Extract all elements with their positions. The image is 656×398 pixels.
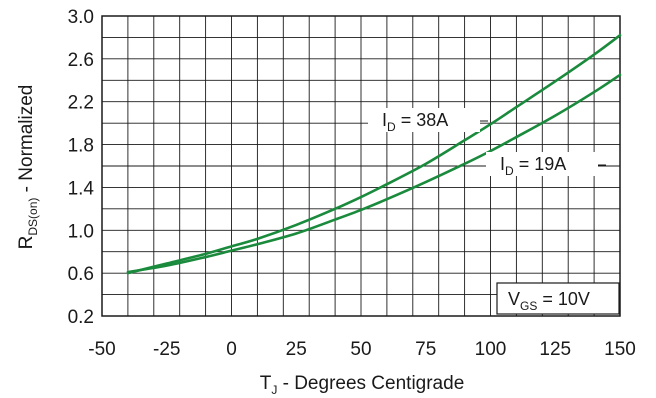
- plot-frame: [101, 15, 621, 317]
- series-line-38a: [126, 33, 622, 275]
- x-tick-label: -25: [153, 339, 180, 360]
- svg-text:VGS = 10V: VGS = 10V: [508, 289, 590, 313]
- minor-gridlines: [102, 16, 620, 316]
- series-label-sub: D: [505, 164, 514, 178]
- y-axis-title: RDS(on) - Normalized: [16, 85, 40, 250]
- y-tick-label: 0.2: [68, 307, 94, 328]
- y-tick-label: 1.0: [68, 221, 94, 242]
- y-tick-label: 1.4: [68, 178, 95, 199]
- annotation-sub: GS: [520, 299, 537, 313]
- x-axis-title: TJ - Degrees Centigrade: [260, 373, 465, 397]
- series-label-19a: ID = 19A: [486, 152, 598, 178]
- series-label-38a: ID = 38A: [368, 108, 480, 134]
- x-tick-label: 50: [350, 339, 371, 360]
- x-tick-label: 75: [415, 339, 436, 360]
- x-tick-label: 25: [286, 339, 307, 360]
- series-label-sub: D: [387, 120, 396, 134]
- series-label-rest: = 38A: [396, 110, 449, 130]
- y-tick-label: 1.8: [68, 136, 94, 157]
- y-tick-label: 2.2: [68, 93, 94, 114]
- x-tick-label: 125: [539, 339, 571, 360]
- annotation-rest: = 10V: [537, 289, 590, 309]
- series-label-main: I: [500, 154, 505, 174]
- y-tick-label: 2.6: [68, 50, 94, 71]
- x-tick-labels: -50 -25 0 25 50 75 100 125 150: [88, 339, 636, 360]
- x-tick-label: 100: [475, 339, 507, 360]
- x-tick-label: 150: [604, 339, 636, 360]
- annotation-main: V: [508, 289, 520, 309]
- y-tick-label: 3.0: [68, 7, 94, 28]
- vgs-annotation: VGS = 10V: [496, 282, 620, 315]
- svg-text:ID = 19A: ID = 19A: [500, 154, 566, 178]
- series-label-main: I: [382, 110, 387, 130]
- x-tick-label: -50: [88, 339, 115, 360]
- y-tick-label: 0.6: [68, 264, 94, 285]
- series-line-19a: [126, 73, 622, 274]
- series-label-rest: = 19A: [514, 154, 567, 174]
- svg-text:ID = 38A: ID = 38A: [382, 110, 448, 134]
- x-tick-label: 0: [226, 339, 237, 360]
- y-tick-labels: 0.2 0.6 1.0 1.4 1.8 2.2 2.6 3.0: [68, 7, 95, 328]
